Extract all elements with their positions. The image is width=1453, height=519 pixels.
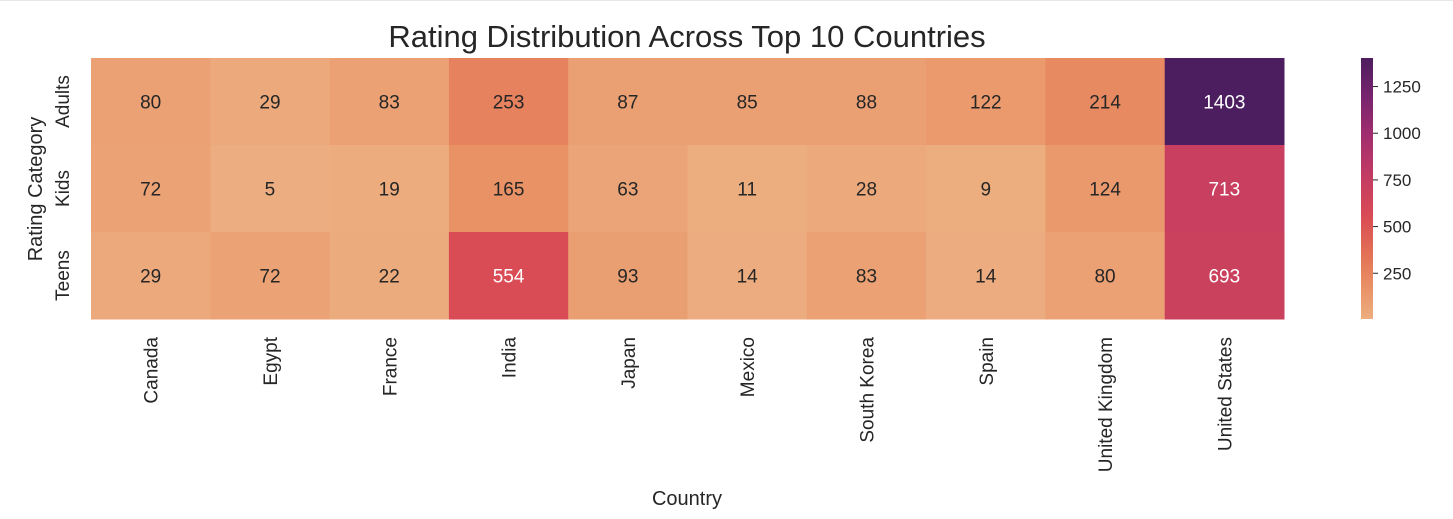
cell-kids-united-states: [1164, 145, 1285, 233]
chart-title: Rating Distribution Across Top 10 Countr…: [388, 19, 985, 54]
cell-kids-united-kingdom: [1045, 145, 1166, 233]
cell-kids-south-korea: [806, 145, 927, 233]
colorbar-ticks: 250 500 750 1000 1250: [1373, 78, 1421, 283]
cell-adults-france: [329, 58, 450, 146]
x-axis-label: Country: [652, 488, 722, 510]
cell-label: 9: [980, 180, 991, 201]
colorbar-tick-label: 500: [1383, 218, 1411, 237]
x-tick-egypt: Egypt: [261, 336, 282, 385]
cell-kids-canada: [91, 145, 211, 233]
cell-annotations: 80 29 83 253 87 85 88 122 214 1403 72 5 19 165 63 11 28 9…: [140, 93, 1245, 288]
cell-teens-canada: [91, 232, 211, 320]
cell-kids-mexico: [687, 145, 808, 233]
cell-kids-india: [448, 145, 569, 233]
colorbar-tick-label: 250: [1383, 264, 1411, 283]
cell-label: 14: [975, 267, 997, 288]
cell-label: 122: [970, 93, 1002, 114]
x-tick-united-kingdom: United Kingdom: [1096, 337, 1117, 472]
cell-kids-france: [329, 145, 450, 233]
cell-teens-france: [329, 232, 450, 320]
cell-label: 165: [493, 180, 525, 201]
y-tick-teens: Teens: [53, 250, 74, 301]
x-tick-spain: Spain: [977, 337, 998, 386]
cell-teens-japan: [568, 232, 688, 320]
cell-adults-united-states: [1164, 58, 1285, 146]
cell-label: 63: [617, 180, 638, 201]
cell-adults-japan: [568, 58, 688, 146]
cell-label: 554: [493, 267, 525, 288]
x-tick-labels: Canada Egypt France India Japan Mexico South K…: [142, 336, 1237, 472]
cell-label: 29: [259, 93, 280, 114]
cell-teens-south-korea: [806, 232, 927, 320]
cell-label: 253: [493, 93, 525, 114]
cell-label: 83: [379, 93, 400, 114]
x-tick-france: France: [380, 337, 401, 396]
cell-label: 83: [856, 267, 877, 288]
cell-label: 19: [379, 180, 400, 201]
cell-label: 11: [737, 180, 757, 201]
cell-label: 713: [1208, 180, 1240, 201]
cell-adults-united-kingdom: [1045, 58, 1166, 146]
cell-teens-spain: [926, 232, 1046, 320]
colorbar-tick-label: 1000: [1383, 124, 1421, 143]
cell-kids-japan: [568, 145, 688, 233]
cell-label: 214: [1089, 93, 1121, 114]
x-tick-mexico: Mexico: [738, 337, 759, 397]
x-tick-south-korea: South Korea: [857, 337, 878, 443]
cell-label: 85: [737, 93, 758, 114]
cell-label: 87: [617, 93, 638, 114]
cell-label: 72: [259, 267, 280, 288]
x-tick-japan: Japan: [619, 337, 640, 389]
x-tick-canada: Canada: [142, 337, 163, 404]
cell-kids-spain: [926, 145, 1046, 233]
cell-label: 80: [1094, 267, 1115, 288]
cell-teens-united-states: [1164, 232, 1285, 320]
cell-teens-india: [448, 232, 569, 320]
cell-adults-south-korea: [806, 58, 927, 146]
colorbar: [1361, 58, 1373, 319]
colorbar-tick-label: 750: [1383, 171, 1411, 190]
cell-teens-mexico: [687, 232, 808, 320]
cell-label: 29: [140, 267, 161, 288]
colorbar-tick-label: 1250: [1383, 78, 1421, 97]
x-tick-united-states: United States: [1215, 337, 1236, 451]
cell-adults-canada: [91, 58, 211, 146]
cell-label: 72: [140, 180, 161, 201]
cell-adults-spain: [926, 58, 1046, 146]
cell-label: 693: [1208, 267, 1240, 288]
cell-label: 22: [379, 267, 400, 288]
cell-label: 5: [265, 180, 276, 201]
cell-teens-egypt: [210, 232, 331, 320]
cell-label: 80: [140, 93, 161, 114]
cell-adults-egypt: [210, 58, 331, 146]
cell-label: 124: [1089, 180, 1121, 201]
cell-adults-india: [448, 58, 569, 146]
cell-label: 28: [856, 180, 877, 201]
x-tick-india: India: [500, 337, 521, 379]
cell-kids-egypt: [210, 145, 331, 233]
heatmap-cells: [91, 58, 1285, 320]
cell-teens-united-kingdom: [1045, 232, 1166, 320]
y-tick-labels: Adults Kids Teens: [53, 75, 74, 301]
cell-adults-mexico: [687, 58, 808, 146]
y-tick-kids: Kids: [53, 170, 74, 207]
cell-label: 1403: [1203, 93, 1245, 114]
top-rule: [0, 0, 1453, 1]
cell-label: 88: [856, 93, 877, 114]
y-tick-adults: Adults: [53, 75, 74, 128]
cell-label: 14: [737, 267, 759, 288]
y-axis-label: Rating Category: [25, 117, 47, 262]
cell-label: 93: [617, 267, 638, 288]
